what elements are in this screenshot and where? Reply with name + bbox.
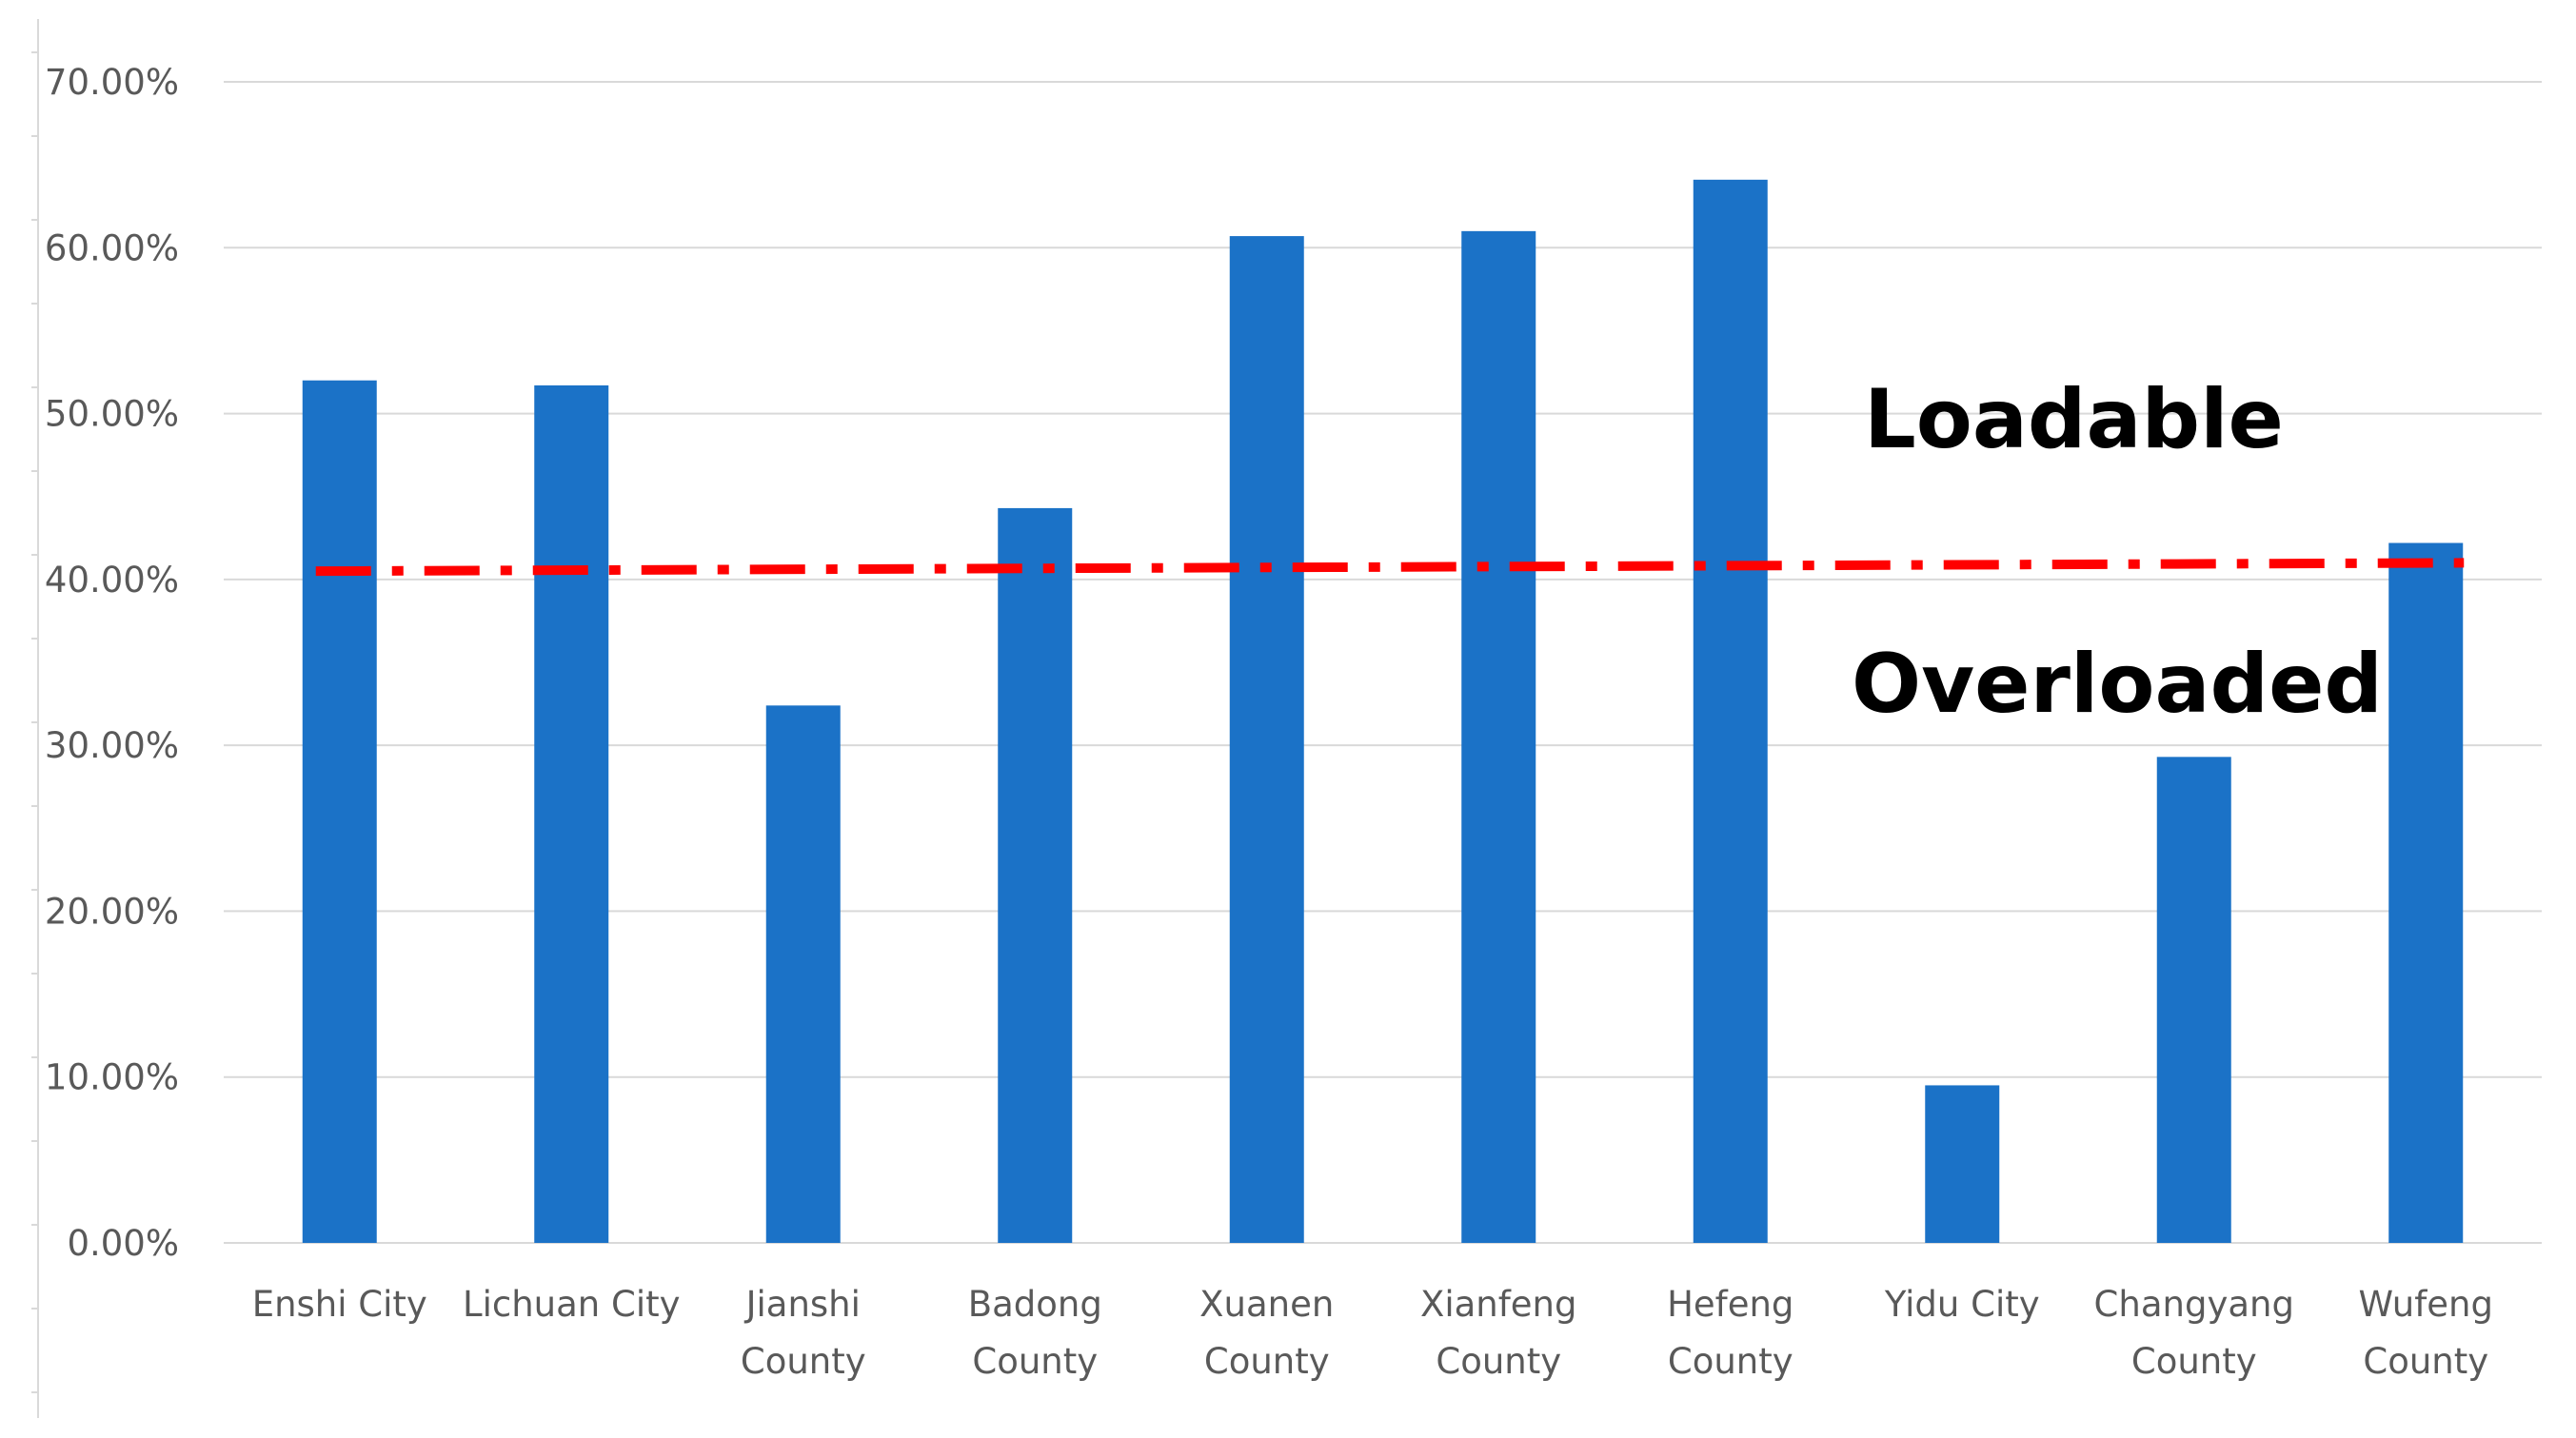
bar <box>765 705 841 1243</box>
y-tick-label: 40.00% <box>45 560 179 601</box>
x-tick-label: County <box>2131 1341 2257 1382</box>
gridlines <box>224 81 2542 1244</box>
x-tick-label: Lichuan City <box>463 1284 681 1325</box>
x-tick-label: Wufeng <box>2359 1284 2493 1325</box>
bar <box>2156 757 2231 1243</box>
y-tick-label: 0.00% <box>67 1223 179 1264</box>
bar <box>1229 236 1304 1244</box>
x-tick-label: Enshi City <box>252 1284 427 1325</box>
annotations: Loadable Overloaded <box>1852 372 2383 732</box>
x-tick-labels: Enshi City Lichuan City Jianshi County Badon… <box>252 1284 2493 1382</box>
y-tick-label: 70.00% <box>45 62 179 103</box>
x-tick-label: County <box>741 1341 866 1382</box>
y-tick-label: 20.00% <box>45 891 179 932</box>
x-tick-label: County <box>1204 1341 1330 1382</box>
y-tick-label: 60.00% <box>45 227 179 268</box>
threshold-line <box>315 558 2465 577</box>
x-tick-label: Xuanen <box>1199 1284 1334 1325</box>
bar <box>1925 1085 2000 1243</box>
bar <box>534 384 609 1243</box>
bar <box>998 507 1073 1243</box>
annotation-loadable: Loadable <box>1864 372 2284 467</box>
x-tick-label: County <box>2363 1341 2488 1382</box>
bar <box>1693 179 1768 1243</box>
x-tick-label: Changyang <box>2094 1284 2294 1325</box>
x-tick-label: County <box>1668 1341 1793 1382</box>
x-tick-label: County <box>972 1341 1098 1382</box>
bar <box>1461 230 1536 1243</box>
x-tick-label: Yidu City <box>1884 1284 2040 1325</box>
y-tick-label: 30.00% <box>45 725 179 766</box>
threshold-line-group <box>315 558 2465 577</box>
annotation-overloaded: Overloaded <box>1852 637 2383 732</box>
x-tick-label: Badong <box>968 1284 1102 1325</box>
x-tick-label: Jianshi <box>744 1284 861 1325</box>
x-tick-label: County <box>1436 1341 1561 1382</box>
bars <box>302 179 2464 1244</box>
y-tick-label: 50.00% <box>45 394 179 435</box>
bar <box>2388 542 2464 1243</box>
y-tick-labels: 0.00% 10.00% 20.00% 30.00% 40.00% 50.00% 60.00… <box>45 62 179 1264</box>
y-axis <box>31 19 39 1418</box>
x-tick-label: Hefeng <box>1667 1284 1793 1325</box>
bar <box>302 380 377 1243</box>
y-tick-label: 10.00% <box>45 1057 179 1098</box>
x-tick-label: Xianfeng <box>1420 1284 1576 1325</box>
